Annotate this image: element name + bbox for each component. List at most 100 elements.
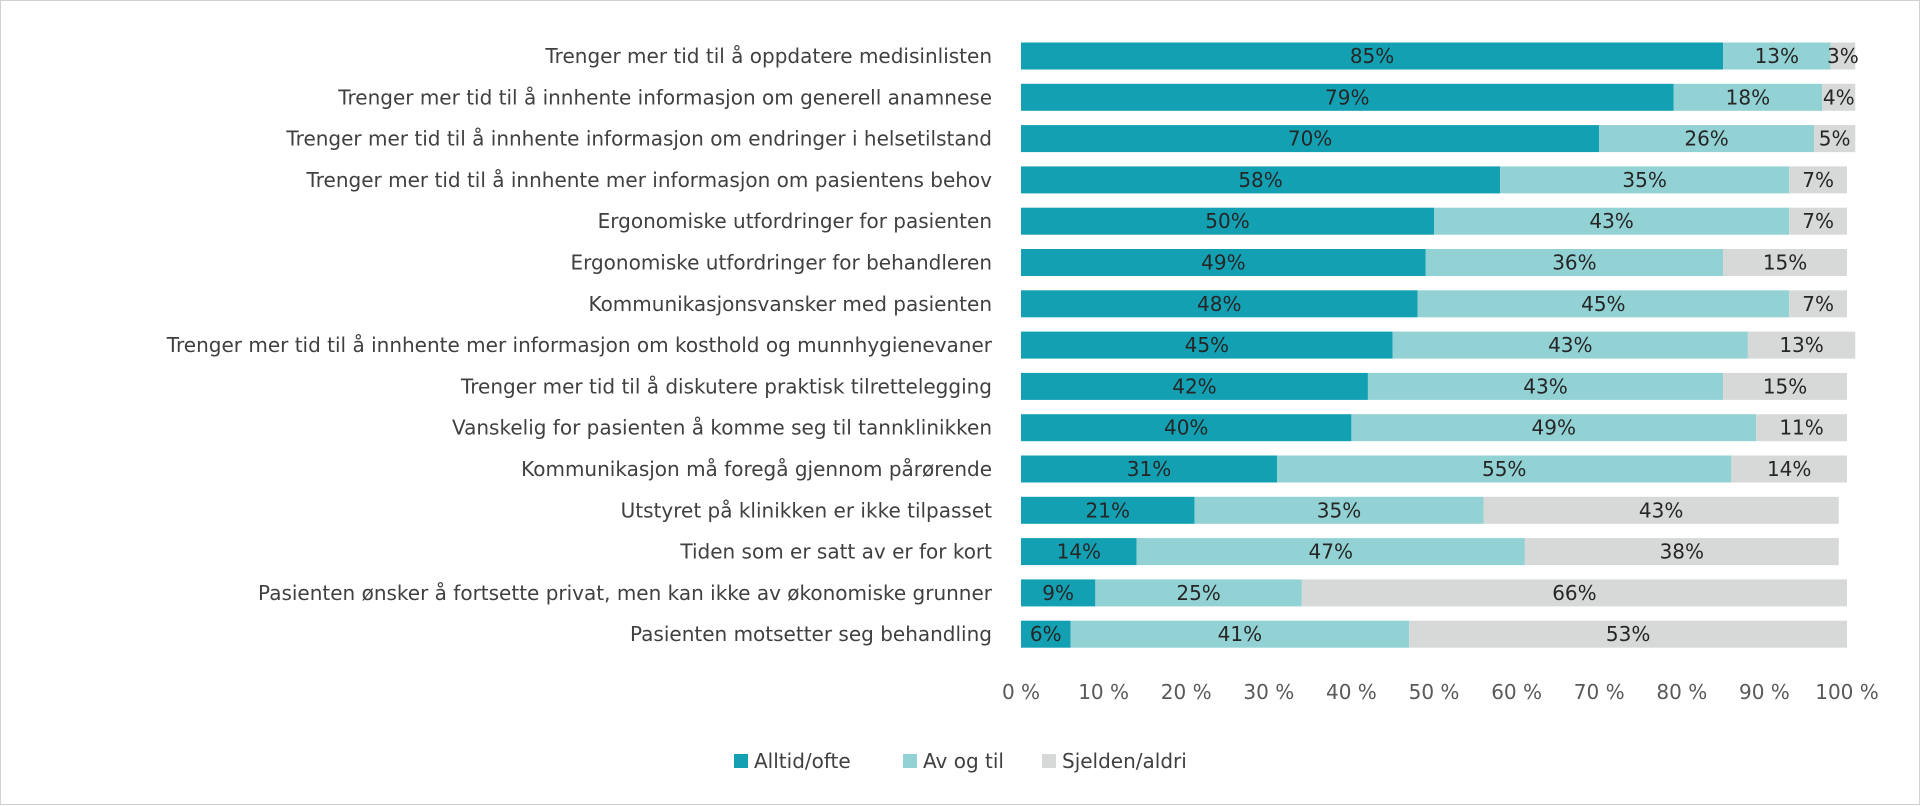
data-label: 9% bbox=[1042, 581, 1074, 605]
bar-segment-sjelden-aldri bbox=[1409, 620, 1847, 648]
bar-segment-av-og-til bbox=[1277, 455, 1732, 483]
bar-segment-alltid-ofte bbox=[1021, 455, 1278, 483]
data-label: 50% bbox=[1205, 209, 1249, 233]
category-label: Pasienten ønsker å fortsette privat, men… bbox=[258, 581, 993, 605]
data-label: 13% bbox=[1779, 333, 1823, 357]
bar-segment-sjelden-aldri bbox=[1483, 496, 1839, 524]
x-tick-label: 30 % bbox=[1243, 680, 1294, 704]
bar-segment-sjelden-aldri bbox=[1789, 290, 1847, 318]
data-label: 31% bbox=[1127, 457, 1171, 481]
data-label: 43% bbox=[1589, 209, 1633, 233]
x-tick-label: 100 % bbox=[1815, 680, 1879, 704]
bar-segment-sjelden-aldri bbox=[1524, 538, 1839, 566]
data-label: 41% bbox=[1218, 622, 1262, 646]
bar-segment-alltid-ofte bbox=[1021, 166, 1501, 194]
data-label: 14% bbox=[1057, 540, 1101, 564]
bar-segment-av-og-til bbox=[1599, 125, 1814, 153]
bar-segment-alltid-ofte bbox=[1021, 331, 1393, 359]
bar-segment-alltid-ofte bbox=[1021, 290, 1418, 318]
bar-segment-sjelden-aldri bbox=[1813, 125, 1856, 153]
bar-segment-av-og-til bbox=[1392, 331, 1748, 359]
data-label: 36% bbox=[1552, 251, 1596, 275]
bar-segment-sjelden-aldri bbox=[1301, 579, 1847, 607]
data-label: 35% bbox=[1622, 168, 1666, 192]
category-label: Trenger mer tid til å innhente informasj… bbox=[285, 127, 992, 151]
bar-segment-av-og-til bbox=[1136, 538, 1525, 566]
bar-segment-sjelden-aldri bbox=[1822, 83, 1856, 111]
data-label: 55% bbox=[1482, 457, 1526, 481]
data-label: 21% bbox=[1086, 498, 1130, 522]
bar-segment-sjelden-aldri bbox=[1723, 249, 1847, 276]
data-label: 5% bbox=[1819, 127, 1851, 151]
data-label: 43% bbox=[1639, 498, 1683, 522]
legend-swatch bbox=[903, 754, 917, 768]
data-label: 14% bbox=[1767, 457, 1811, 481]
x-tick-label: 70 % bbox=[1574, 680, 1625, 704]
bar-segment-av-og-til bbox=[1070, 620, 1410, 648]
category-label: Vanskelig for pasienten å komme seg til … bbox=[452, 416, 992, 440]
bar-segment-alltid-ofte bbox=[1021, 83, 1674, 111]
category-label: Pasienten motsetter seg behandling bbox=[630, 622, 992, 646]
data-label: 7% bbox=[1802, 209, 1834, 233]
bar-segment-av-og-til bbox=[1673, 83, 1823, 111]
bar-segment-av-og-til bbox=[1194, 496, 1484, 524]
data-label: 6% bbox=[1030, 622, 1062, 646]
data-label: 13% bbox=[1755, 44, 1799, 68]
bar-segment-alltid-ofte bbox=[1021, 414, 1352, 442]
x-tick-label: 90 % bbox=[1739, 680, 1790, 704]
category-label: Ergonomiske utfordringer for behandleren bbox=[570, 251, 992, 275]
data-label: 7% bbox=[1802, 292, 1834, 316]
x-tick-label: 80 % bbox=[1656, 680, 1707, 704]
bar-segment-sjelden-aldri bbox=[1723, 372, 1847, 400]
data-label: 4% bbox=[1823, 85, 1855, 109]
legend: Alltid/ofte Av og til Sjelden/aldri bbox=[734, 749, 1187, 773]
data-label: 85% bbox=[1350, 44, 1394, 68]
data-label: 26% bbox=[1684, 127, 1728, 151]
data-label: 66% bbox=[1552, 581, 1596, 605]
bar-area: 85% 13% 3% 79% 18% 4% 70% 26% 5% 58% 35% 7% 50% 43% 7%… bbox=[1021, 42, 1859, 648]
data-label: 70% bbox=[1288, 127, 1332, 151]
category-label: Ergonomiske utfordringer for pasienten bbox=[598, 209, 992, 233]
data-label: 40% bbox=[1164, 416, 1208, 440]
data-label: 3% bbox=[1827, 44, 1859, 68]
legend-label: Alltid/ofte bbox=[754, 749, 851, 773]
bar-segment-sjelden-aldri bbox=[1789, 207, 1847, 235]
bar-segment-alltid-ofte bbox=[1021, 372, 1368, 400]
x-tick-label: 10 % bbox=[1078, 680, 1129, 704]
data-label: 43% bbox=[1523, 374, 1567, 398]
x-axis-ticks: 0 % 10 % 20 % 30 % 40 % 50 % 60 % 70 % 80 % 90 % 1… bbox=[1002, 680, 1879, 704]
data-label: 15% bbox=[1763, 251, 1807, 275]
data-label: 18% bbox=[1726, 85, 1770, 109]
x-tick-label: 20 % bbox=[1161, 680, 1212, 704]
data-label: 45% bbox=[1581, 292, 1625, 316]
category-label: Trenger mer tid til å oppdatere medisinl… bbox=[544, 44, 992, 68]
bar-segment-alltid-ofte bbox=[1021, 207, 1434, 235]
data-label: 35% bbox=[1317, 498, 1361, 522]
category-label: Trenger mer tid til å innhente informasj… bbox=[337, 85, 992, 109]
category-label: Tiden som er satt av er for kort bbox=[679, 540, 992, 564]
bar-segment-av-og-til bbox=[1417, 290, 1790, 318]
data-label: 47% bbox=[1309, 540, 1353, 564]
data-label: 49% bbox=[1532, 416, 1576, 440]
bar-segment-sjelden-aldri bbox=[1789, 166, 1847, 194]
bar-segment-av-og-til bbox=[1723, 42, 1831, 70]
x-tick-label: 50 % bbox=[1409, 680, 1460, 704]
category-label: Kommunikasjon må foregå gjennom pårørend… bbox=[521, 457, 992, 481]
data-label: 49% bbox=[1201, 251, 1245, 275]
category-labels: Trenger mer tid til å oppdatere medisinl… bbox=[166, 44, 993, 646]
bar-segment-av-og-til bbox=[1434, 207, 1790, 235]
data-label: 48% bbox=[1197, 292, 1241, 316]
bar-segment-alltid-ofte bbox=[1021, 125, 1600, 153]
bar-segment-av-og-til bbox=[1500, 166, 1790, 194]
legend-label: Av og til bbox=[923, 749, 1004, 773]
bar-segment-av-og-til bbox=[1367, 372, 1724, 400]
bar-segment-alltid-ofte bbox=[1021, 538, 1137, 566]
legend-label: Sjelden/aldri bbox=[1062, 749, 1187, 773]
category-label: Utstyret på klinikken er ikke tilpasset bbox=[621, 498, 992, 522]
bar-segment-alltid-ofte bbox=[1021, 42, 1724, 70]
legend-swatch bbox=[734, 754, 748, 768]
bar-segment-alltid-ofte bbox=[1021, 579, 1096, 607]
bar-segment-av-og-til bbox=[1095, 579, 1302, 607]
data-label: 79% bbox=[1325, 85, 1369, 109]
